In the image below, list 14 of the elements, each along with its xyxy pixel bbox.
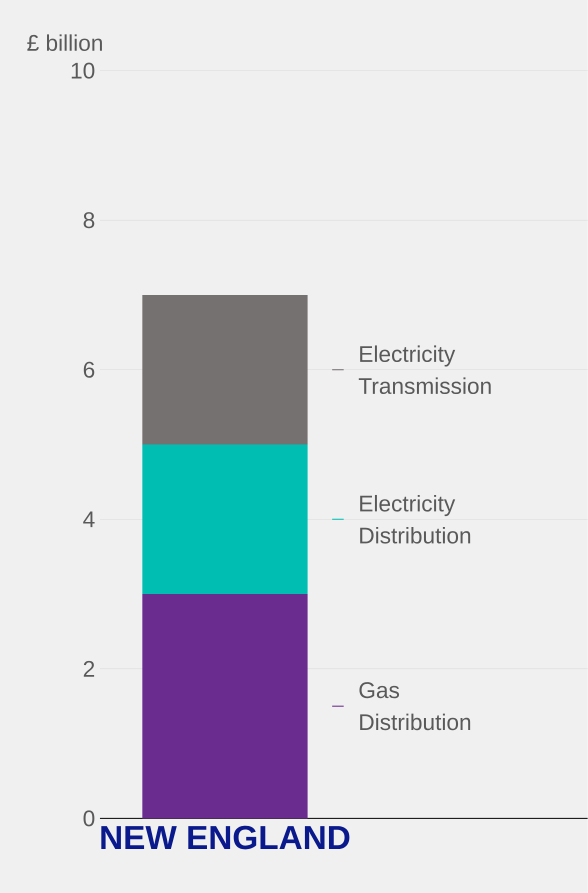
bar: [142, 294, 308, 444]
y-tick-label: 4: [83, 511, 95, 528]
legend-label: Gas Distribution: [360, 682, 470, 730]
y-tick-label: 0: [84, 810, 94, 826]
y-tick-label: 2: [84, 660, 94, 677]
y-tick-label: 6: [84, 362, 94, 378]
y-axis-title: £ billion: [27, 34, 102, 51]
legend-label: Electricity Transmission: [358, 345, 491, 394]
x-tick-label: NEW ENGLAND: [101, 826, 350, 850]
bar: [142, 594, 308, 818]
y-tick-label: 10: [72, 62, 94, 79]
bar: [142, 444, 308, 594]
y-tick-label: 8: [84, 212, 94, 228]
legend-label: Electricity Distribution: [360, 494, 470, 544]
